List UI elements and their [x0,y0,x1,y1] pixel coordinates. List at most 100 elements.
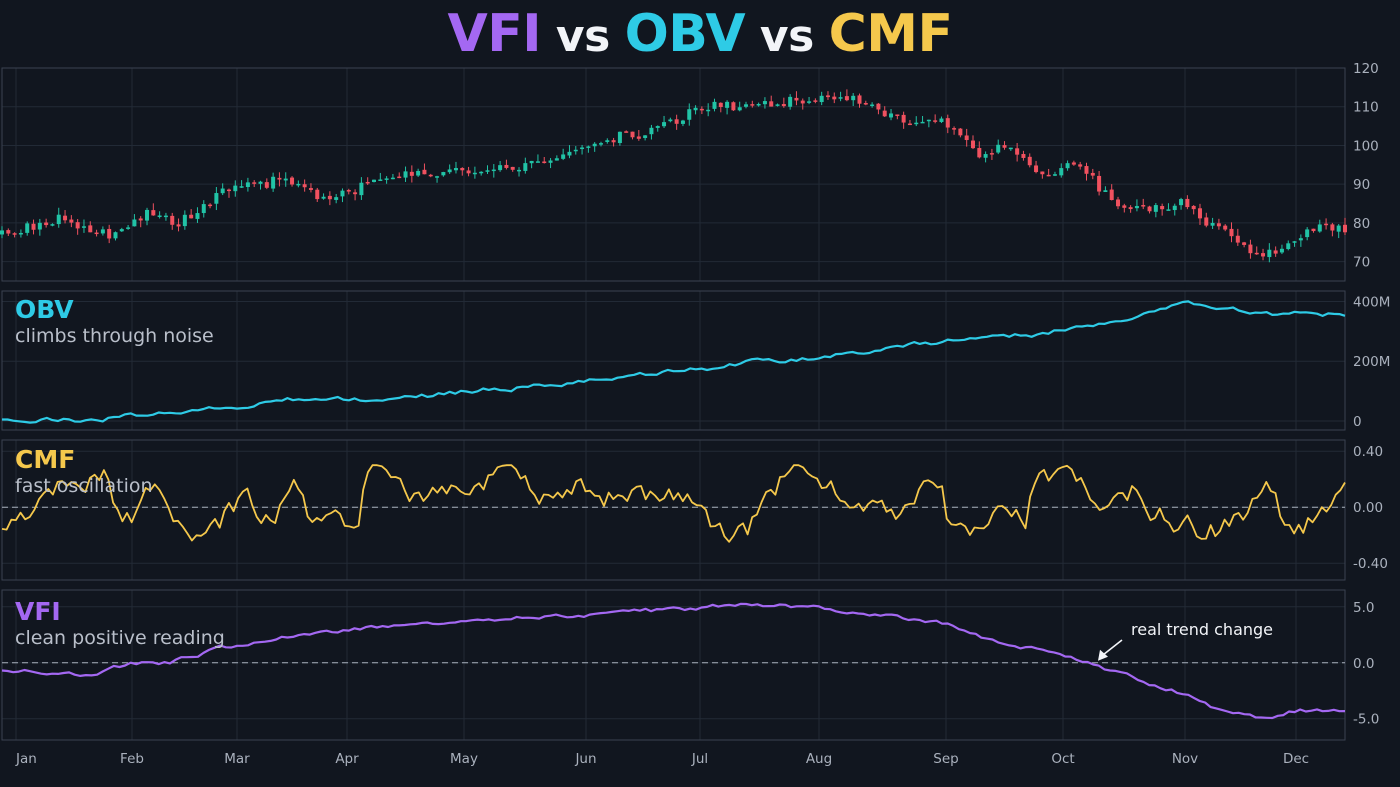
candle-body [1273,250,1278,254]
candle-body [1084,166,1089,174]
vfi-series-line [1,602,1346,720]
candle-body [504,164,509,168]
candle-body [762,101,767,105]
candle-body [744,104,749,107]
candle-body [1197,208,1202,219]
candle-body [649,127,654,135]
candle-body [1210,222,1215,226]
candle-body [769,101,774,107]
candle-body [1254,252,1259,255]
candle-body [592,143,597,147]
ytick-label-obv-0: 400M [1353,294,1390,310]
candle-body [182,214,187,227]
candle-body [226,189,231,192]
obv-label: OBV [15,295,74,324]
candle-body [220,188,225,194]
trend-change-annotation: real trend change [1131,620,1274,639]
candle-body [889,113,894,118]
candle-body [510,166,515,170]
candle-body [580,147,585,150]
candle-body [1059,168,1064,176]
candle-body [1286,243,1291,250]
candle-body [479,171,484,174]
candle-body [119,229,124,232]
candle-body [819,95,824,103]
cmf-series-line [1,464,1346,543]
candle-body [315,189,320,200]
candle-body [844,96,849,101]
candle-body [422,169,427,175]
candle-body [1324,223,1329,226]
candle-body [605,140,610,142]
xtick-label-jun: Jun [574,751,596,767]
candle-body [1134,206,1139,209]
candle-body [100,229,105,234]
candle-body [517,169,522,172]
candle-body [176,224,181,227]
candle-body [857,95,862,104]
candle-body [1343,224,1347,233]
panel-frame-price [1,67,1346,282]
candle-body [1141,205,1146,207]
candle-body [56,214,61,225]
candle-body [201,204,206,214]
candle-body [567,151,572,156]
candle-body [403,171,408,178]
ytick-label-cmf-0: 0.40 [1353,444,1383,460]
candle-body [693,107,698,111]
title-obv: OBV [624,4,746,64]
vfi-label: VFI [15,597,61,626]
candle-body [271,176,276,189]
candle-body [863,103,868,105]
ytick-label-price-2: 100 [1353,138,1379,154]
candle-body [907,123,912,126]
title-vfi: VFI [447,4,542,64]
candle-body [1128,207,1133,210]
candle-body [353,192,358,195]
candle-body [170,215,175,225]
candle-body [926,119,931,122]
candle-body [737,107,742,111]
candle-body [132,219,137,227]
candle-body [340,190,345,197]
candle-body [239,186,244,188]
candle-body [813,100,818,102]
ytick-label-obv-1: 200M [1353,354,1390,370]
candle-body [151,210,156,216]
candle-body [1097,175,1102,192]
candle-body [1109,189,1114,201]
vfi-description: clean positive reading [15,627,225,649]
candle-body [466,170,471,174]
candle-body [1229,228,1234,237]
ytick-label-price-5: 70 [1353,255,1370,271]
ytick-label-obv-2: 0 [1353,414,1362,430]
candle-body [44,222,49,226]
panel-frame-vfi [1,589,1346,741]
candle-body [1153,205,1158,212]
candle-body [50,224,55,226]
candle-body [378,179,383,181]
candle-body [1052,174,1057,176]
ytick-label-vfi-0: 5.0 [1353,600,1374,616]
panel-frame-obv [1,290,1346,431]
candle-body [699,108,704,111]
candle-body [535,161,540,163]
candle-body [1078,164,1083,167]
candle-body [970,140,975,149]
candle-body [914,122,919,125]
candle-body [372,179,377,183]
candle-body [63,215,68,221]
candle-body [302,184,307,188]
candle-body [611,140,616,143]
candle-body [1065,163,1070,169]
candle-body [655,126,660,128]
candle-body [712,101,717,109]
ytick-label-price-1: 110 [1353,100,1379,116]
candle-body [838,97,843,99]
obv-series-line [2,300,1346,424]
candle-body [668,119,673,122]
ytick-label-cmf-1: 0.00 [1353,500,1383,516]
candle-body [870,104,875,107]
